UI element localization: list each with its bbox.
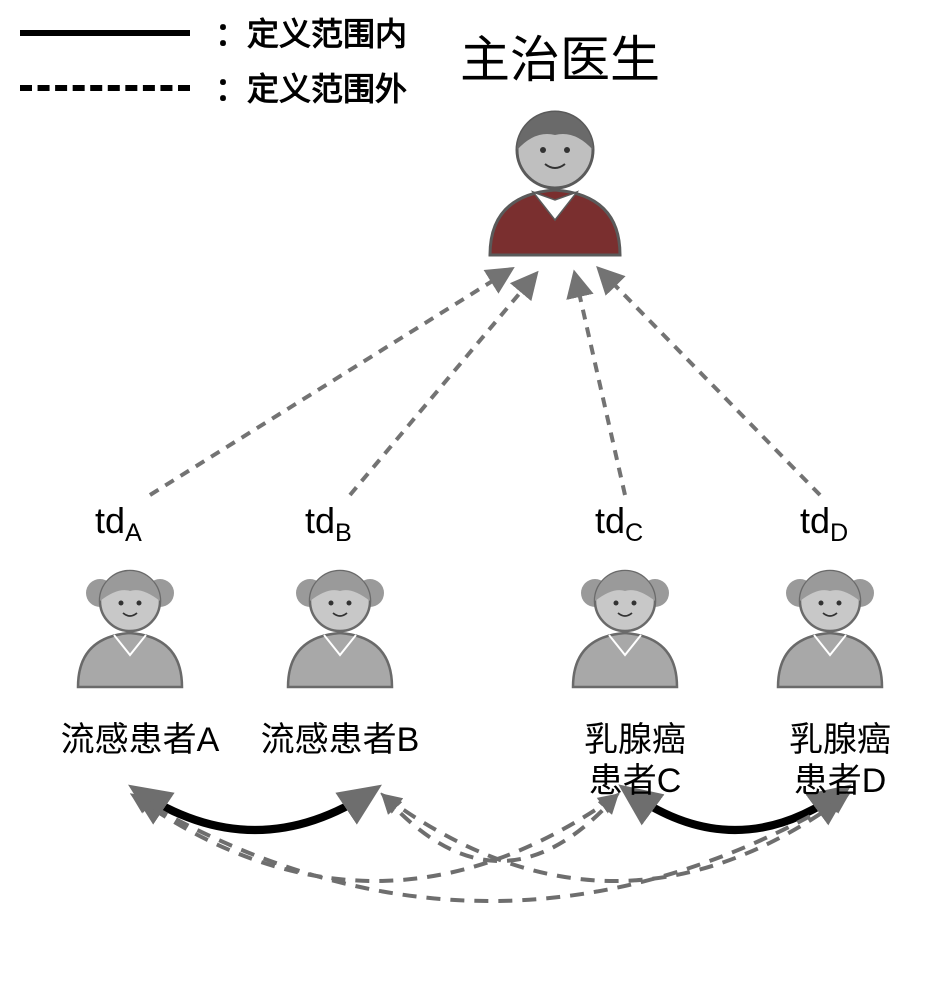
curve-dashed-AD [134,796,846,901]
patient-label-D: 乳腺癌患者D [750,720,930,802]
curve-dashed-AC [134,796,616,881]
patient-icon-B [288,571,392,687]
legend-dashed-label: ：定义范围外 [215,64,407,110]
patient-icon-C [573,571,677,687]
arrow-to-doctor-1 [350,275,535,495]
arrow-to-doctor-3 [600,270,820,495]
patient-label-A: 流感患者A [40,720,240,761]
arrow-to-doctor-2 [575,275,625,495]
td-label-B: tdB [305,500,352,548]
curve-solid-AB [136,790,374,830]
legend-dashed-line [20,85,190,91]
arrow-to-doctor-0 [150,270,510,495]
doctor-title: 主治医生 [460,20,660,92]
patient-icon-D [778,571,882,687]
patient-icon-A [78,571,182,687]
patient-label-B: 流感患者B [240,720,440,761]
patient-label-C: 乳腺癌患者C [545,720,725,802]
curve-dashed-BC [384,796,616,861]
td-label-D: tdD [800,500,848,548]
td-label-C: tdC [595,500,643,548]
td-label-A: tdA [95,500,142,548]
curve-dashed-BD [384,796,846,881]
doctor-icon [490,112,620,255]
legend-solid-line [20,30,190,36]
legend-solid-label: ：定义范围内 [215,9,407,55]
